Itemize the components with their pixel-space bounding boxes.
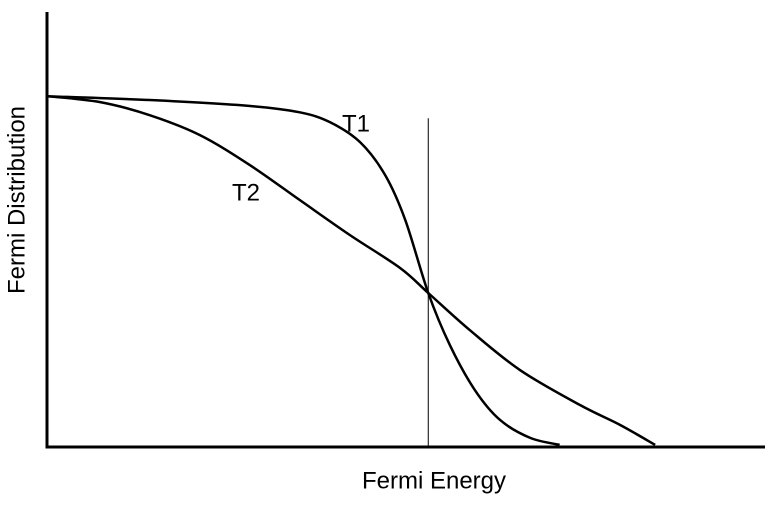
series-line <box>46 94 656 446</box>
y-axis-label: Fermi Distribution <box>3 106 30 294</box>
series-label: T2 <box>232 179 260 206</box>
x-axis-label: Fermi Energy <box>362 467 506 494</box>
series-line <box>46 94 560 447</box>
series-label: T1 <box>342 110 370 137</box>
